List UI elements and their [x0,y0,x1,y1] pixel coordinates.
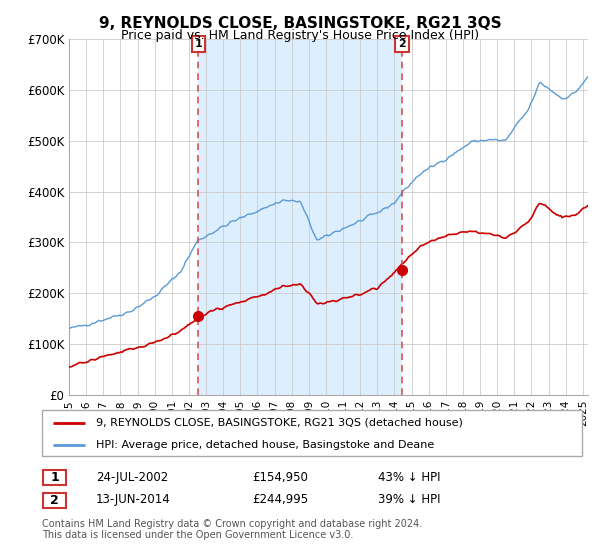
Text: 9, REYNOLDS CLOSE, BASINGSTOKE, RG21 3QS (detached house): 9, REYNOLDS CLOSE, BASINGSTOKE, RG21 3QS… [96,418,463,428]
Text: 1: 1 [50,471,59,484]
Text: 24-JUL-2002: 24-JUL-2002 [96,470,168,484]
FancyBboxPatch shape [42,410,582,456]
Text: Price paid vs. HM Land Registry's House Price Index (HPI): Price paid vs. HM Land Registry's House … [121,29,479,42]
Text: 1: 1 [194,39,202,49]
Text: 2: 2 [398,39,406,49]
Text: This data is licensed under the Open Government Licence v3.0.: This data is licensed under the Open Gov… [42,530,353,540]
Text: HPI: Average price, detached house, Basingstoke and Deane: HPI: Average price, detached house, Basi… [96,440,434,450]
Text: 43% ↓ HPI: 43% ↓ HPI [378,470,440,484]
Text: 39% ↓ HPI: 39% ↓ HPI [378,493,440,506]
Text: 9, REYNOLDS CLOSE, BASINGSTOKE, RG21 3QS: 9, REYNOLDS CLOSE, BASINGSTOKE, RG21 3QS [98,16,502,31]
FancyBboxPatch shape [43,470,66,485]
Text: 2: 2 [50,493,59,507]
Text: 13-JUN-2014: 13-JUN-2014 [96,493,171,506]
Text: Contains HM Land Registry data © Crown copyright and database right 2024.: Contains HM Land Registry data © Crown c… [42,519,422,529]
FancyBboxPatch shape [43,493,66,507]
Text: £244,995: £244,995 [252,493,308,506]
Text: £154,950: £154,950 [252,470,308,484]
Bar [199,39,402,395]
